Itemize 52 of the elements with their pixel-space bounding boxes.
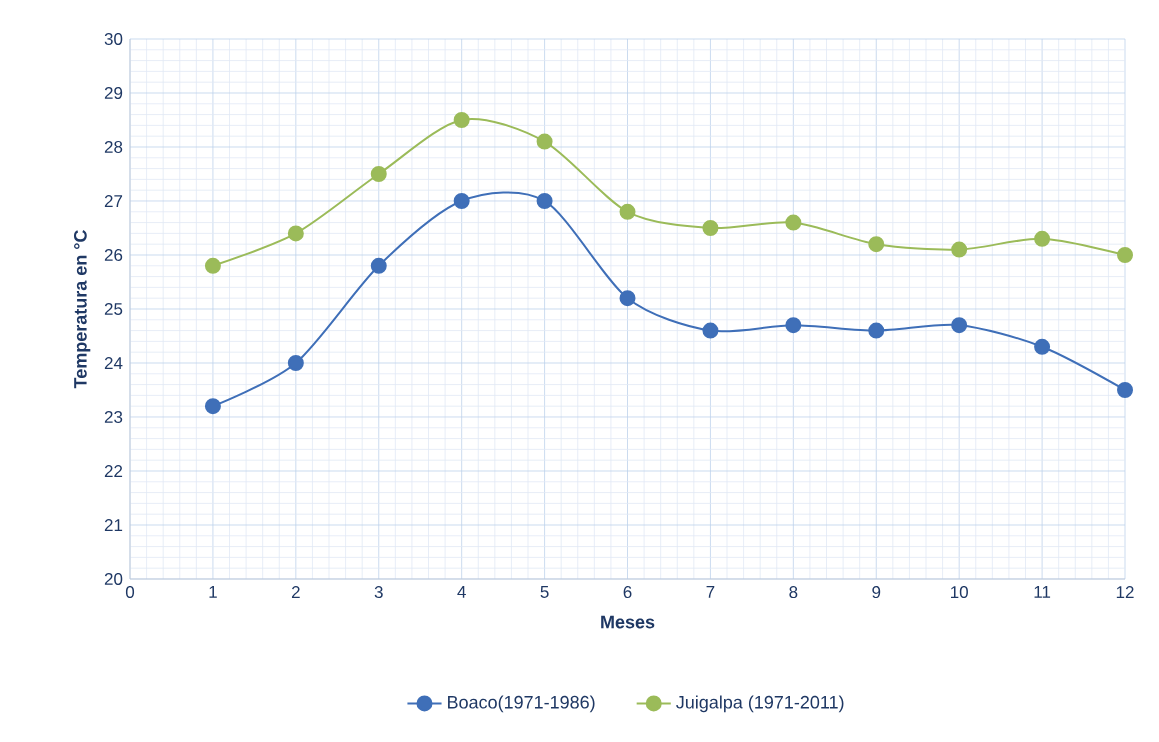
point <box>1117 246 1134 263</box>
point <box>702 219 719 236</box>
legend-label: Juigalpa (1971-2011) <box>676 695 844 713</box>
x-axis-title: Meses <box>601 615 655 629</box>
x-tick-label: 4 <box>457 586 466 598</box>
point <box>1034 338 1051 355</box>
point <box>536 192 553 209</box>
point <box>287 354 304 371</box>
point <box>453 111 470 128</box>
x-tick-label: 6 <box>623 586 632 599</box>
point <box>868 236 885 253</box>
point <box>619 203 636 220</box>
point <box>951 241 968 258</box>
x-tick-label: 2 <box>291 586 300 598</box>
y-tick-label: 21 <box>104 519 123 531</box>
x-tick-label: 12 <box>1116 586 1134 598</box>
y-axis-title: Temperatura en °C <box>73 230 91 389</box>
point <box>370 257 387 274</box>
point <box>370 165 387 182</box>
point <box>204 398 221 415</box>
y-tick-label: 20 <box>104 572 123 585</box>
y-tick-label: 29 <box>104 86 123 99</box>
x-tick-label: 11 <box>1034 586 1051 598</box>
y-tick-label: 24 <box>104 357 123 369</box>
x-tick-label: 10 <box>951 586 968 599</box>
point <box>619 290 636 307</box>
point <box>785 214 802 231</box>
x-tick-label: 1 <box>209 586 217 598</box>
point <box>453 192 470 209</box>
x-tick-label: 7 <box>706 586 715 598</box>
point <box>702 322 719 339</box>
x-tick-label: 5 <box>540 586 549 598</box>
y-tick-label: 26 <box>104 248 123 261</box>
legend-label: Boaco(1971-1986) <box>448 695 595 713</box>
y-tick-label: 23 <box>104 410 123 423</box>
y-tick-label: 22 <box>104 465 123 477</box>
point <box>287 225 304 242</box>
y-tick-label: 27 <box>104 195 123 207</box>
y-tick-label: 25 <box>104 302 123 315</box>
y-tick-label: 28 <box>104 140 123 153</box>
x-tick-label: 9 <box>872 586 881 599</box>
point <box>785 317 802 334</box>
point <box>536 133 553 150</box>
point <box>204 257 221 274</box>
point <box>1034 230 1051 247</box>
point <box>1117 381 1134 398</box>
point <box>868 322 885 339</box>
x-tick-label: 3 <box>374 586 383 599</box>
x-tick-label: 0 <box>125 586 135 599</box>
point <box>951 317 968 334</box>
x-tick-label: 8 <box>789 586 798 599</box>
y-tick-label: 30 <box>104 32 123 45</box>
